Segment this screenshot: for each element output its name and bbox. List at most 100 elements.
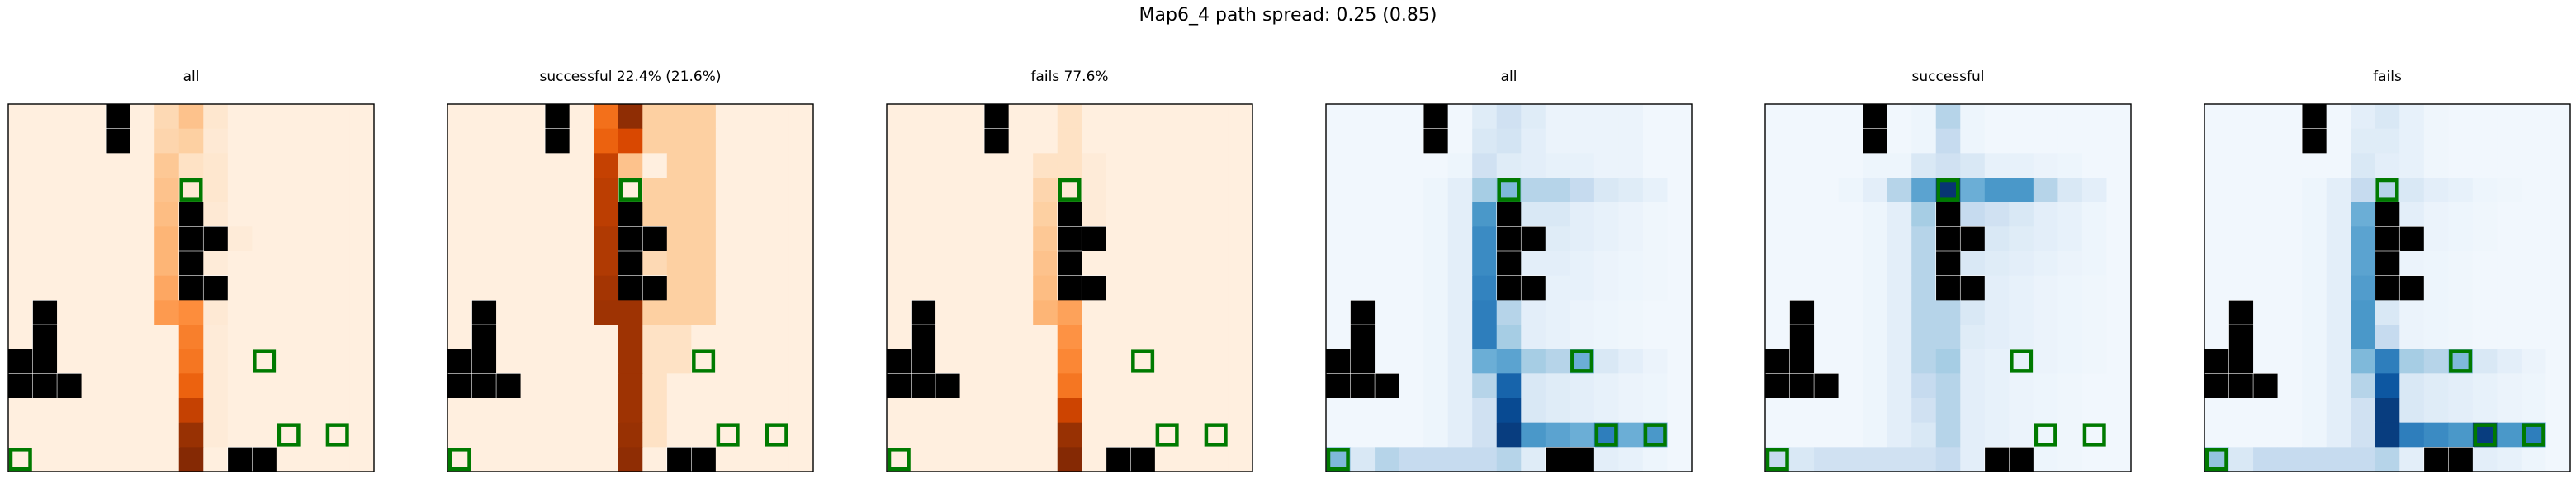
heat-cell [935, 447, 961, 472]
heat-cell [1203, 325, 1229, 350]
heat-cell [130, 226, 155, 252]
heat-cell [2351, 275, 2376, 301]
heat-cell [520, 300, 546, 325]
heat-cell [130, 447, 155, 472]
heat-cell [1838, 128, 1863, 154]
heat-cell [1935, 300, 1961, 325]
heat-cell [740, 153, 765, 178]
heat-cell [2375, 422, 2400, 448]
heat-cell [130, 202, 155, 227]
heat-cell [1570, 251, 1595, 277]
wall-cell [2375, 202, 2401, 228]
heat-cell [32, 275, 58, 301]
heat-cell [252, 275, 277, 301]
heat-cell [1838, 325, 1863, 350]
wall-cell [2375, 250, 2401, 277]
heat-cell [1033, 373, 1058, 399]
heat-cell [1814, 128, 1840, 154]
heat-cell [1154, 153, 1180, 178]
heat-cell [2497, 325, 2522, 350]
heat-cell [2448, 422, 2474, 448]
heat-cell [2545, 398, 2571, 424]
heat-cell [1399, 153, 1424, 178]
heat-cell [1106, 202, 1131, 227]
heat-cell [1960, 422, 1986, 448]
heat-cell [2472, 300, 2498, 325]
wall-cell [1325, 373, 1352, 399]
heat-cell [2351, 373, 2376, 399]
heat-cell [2326, 398, 2351, 424]
heat-cell [1057, 373, 1082, 399]
heat-cell [1106, 178, 1131, 203]
heat-cell [1521, 104, 1546, 130]
heat-cell [740, 251, 765, 277]
heat-cell [1228, 398, 1253, 424]
heat-cell [227, 153, 253, 178]
heat-cell [81, 104, 107, 130]
heat-cell [1667, 325, 1693, 350]
wall-cell [911, 349, 936, 375]
heat-cell [984, 202, 1010, 227]
heat-cell [496, 178, 522, 203]
heat-cell [1203, 153, 1229, 178]
heat-cell [788, 128, 814, 154]
heat-cell [8, 104, 34, 130]
heat-cell [57, 422, 83, 448]
heat-cell [2253, 226, 2279, 252]
heat-cell [1789, 275, 1815, 301]
heat-cell [1765, 104, 1791, 130]
heat-cell [301, 128, 326, 154]
wall-cell [178, 275, 205, 301]
heat-cell [8, 398, 34, 424]
heat-cell [496, 398, 522, 424]
heat-cell [276, 202, 301, 227]
heat-cell [471, 202, 497, 227]
heat-cell [1935, 104, 1961, 130]
heat-cell [227, 104, 253, 130]
heat-cell [1960, 202, 1986, 227]
heat-cell [2351, 447, 2376, 472]
heat-cell [740, 325, 765, 350]
wall-cell [471, 300, 497, 325]
heat-cell [447, 104, 473, 130]
heat-cell [1814, 398, 1840, 424]
heat-cell [642, 349, 668, 374]
goal-marker [716, 423, 740, 447]
heat-cell [520, 447, 546, 472]
heat-cell [1375, 300, 1400, 325]
heat-cell [349, 398, 375, 424]
wall-cell [7, 349, 34, 375]
wall-cell [618, 250, 644, 277]
heat-cell [935, 300, 961, 325]
heat-cell [2277, 128, 2303, 154]
heat-cell [301, 373, 326, 399]
heat-cell [1496, 153, 1522, 178]
heat-cell [1375, 128, 1400, 154]
heat-cell [2277, 153, 2303, 178]
heat-cell [1642, 251, 1669, 277]
heat-cell [1203, 300, 1229, 325]
heat-cell [1960, 104, 1986, 130]
heat-cell [2228, 178, 2254, 203]
heat-cell [764, 398, 790, 424]
heat-cell [2033, 325, 2058, 350]
goal-marker [692, 349, 716, 373]
heatmap-panel-1: all [7, 69, 375, 472]
heat-cell [1765, 202, 1791, 227]
heat-cell [178, 398, 204, 424]
heat-cell [1593, 128, 1619, 154]
heat-cell [887, 226, 912, 252]
heat-cell [349, 447, 375, 472]
heat-cell [911, 447, 936, 472]
heat-cell [178, 373, 204, 399]
heat-cell [2204, 251, 2230, 277]
heat-cell [2375, 447, 2400, 472]
heat-cell [1789, 398, 1815, 424]
heat-cell [1203, 398, 1229, 424]
heat-cell [2545, 300, 2571, 325]
heat-cell [2228, 447, 2254, 472]
heat-cell [2009, 226, 2034, 252]
heat-cell [1326, 275, 1352, 301]
heat-cell [349, 104, 375, 130]
heat-cell [1814, 153, 1840, 178]
